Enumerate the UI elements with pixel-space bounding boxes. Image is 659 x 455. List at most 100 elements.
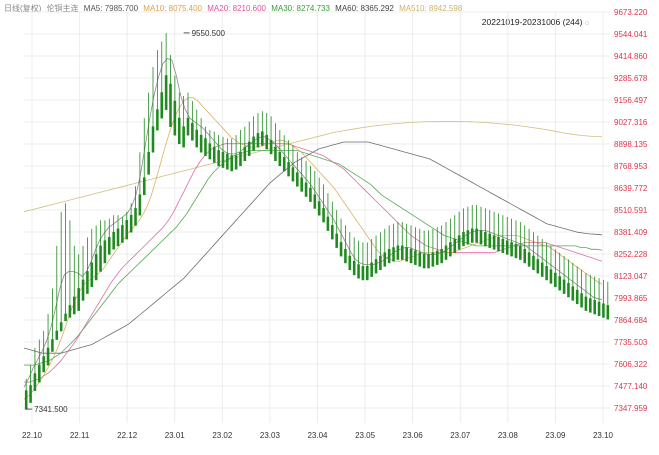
candle [396, 222, 400, 260]
candle-body [532, 255, 535, 271]
y-tick-label: 7864.684 [614, 316, 648, 325]
candle [326, 193, 330, 231]
candle [29, 365, 32, 403]
candle [160, 41, 164, 119]
grid-layer [24, 11, 610, 423]
candle [462, 208, 465, 247]
candle [440, 225, 443, 264]
candle-body [134, 208, 137, 226]
candle [449, 218, 452, 257]
candle [33, 348, 37, 391]
candle-body [501, 238, 505, 253]
candle [352, 237, 356, 276]
ma30-line [24, 150, 603, 366]
y-tick-label: 8639.772 [614, 184, 648, 193]
candle-body [230, 155, 234, 172]
candle-body [567, 283, 570, 298]
candle-body [278, 151, 282, 167]
candle [435, 227, 439, 265]
candle [77, 254, 80, 311]
candle-body [606, 305, 610, 320]
price-annotation: 9550.500 [183, 29, 226, 38]
candle [470, 204, 474, 243]
candle-body [46, 347, 50, 366]
range-dropdown-icon[interactable]: ◌ [584, 20, 589, 27]
candle-body [234, 155, 238, 170]
candle [510, 218, 513, 257]
x-tick-label: 22.10 [22, 431, 43, 440]
candle [38, 339, 41, 383]
candle [208, 130, 212, 160]
price-annotation: 7341.500 [26, 405, 68, 414]
annotation-label: 9550.500 [192, 29, 226, 38]
candle [593, 276, 596, 315]
y-tick-label: 9027.316 [614, 118, 648, 127]
candle-body [492, 235, 496, 250]
candle [606, 281, 610, 320]
candle-body [247, 141, 251, 156]
candle-body [212, 146, 216, 163]
candle [99, 220, 102, 272]
candle-body [24, 390, 28, 410]
candle-body [571, 286, 575, 301]
candle [357, 240, 360, 279]
candle-body [554, 272, 557, 288]
y-tick-label: 8381.409 [614, 228, 648, 237]
candle [86, 237, 89, 294]
candle [597, 278, 601, 316]
candle [107, 218, 111, 255]
candle-body [125, 220, 129, 240]
candle-body [497, 237, 500, 252]
x-tick-label: 23.07 [450, 431, 471, 440]
candle [527, 228, 531, 267]
candle [348, 232, 352, 271]
candle [431, 228, 435, 267]
candle [392, 223, 395, 262]
candle-body [151, 126, 155, 153]
candle [387, 225, 391, 264]
candle-body [510, 242, 513, 257]
candle [252, 116, 255, 151]
candle [453, 215, 457, 253]
candle [186, 92, 190, 136]
candle-body [309, 187, 312, 202]
candle [182, 95, 185, 148]
candle-body [99, 245, 102, 272]
candle [230, 138, 234, 172]
x-tick-label: 22.12 [117, 431, 138, 440]
candle-body [602, 303, 605, 318]
candle-body [453, 238, 457, 253]
candle-body [169, 83, 172, 127]
candle [379, 232, 382, 271]
candle [94, 225, 98, 281]
candle [147, 92, 150, 175]
candle-body [562, 279, 566, 294]
candle-body [239, 151, 242, 167]
candle [116, 215, 120, 247]
candle [562, 256, 566, 294]
candle-body [488, 233, 492, 248]
candle-body [435, 250, 439, 265]
candle [497, 213, 500, 252]
candle-body [422, 254, 426, 269]
candle-body [400, 245, 404, 260]
candle [523, 225, 527, 264]
candle-body [414, 250, 417, 265]
date-range-text: 20221019-20231006 (244) [481, 17, 583, 27]
candle [274, 123, 277, 162]
candle [204, 126, 207, 156]
candle-body [182, 126, 185, 148]
candle [602, 279, 605, 318]
candle-body [147, 151, 150, 175]
candle-body [296, 172, 299, 187]
candle [212, 131, 216, 163]
candle [239, 130, 242, 167]
candle-body [291, 167, 295, 182]
candle-body [374, 259, 378, 274]
candle [164, 32, 168, 110]
candle [59, 211, 63, 332]
candle-body [103, 240, 107, 264]
y-tick-label: 8898.135 [614, 140, 648, 149]
candle-body [449, 242, 452, 257]
candle-body [466, 230, 470, 245]
